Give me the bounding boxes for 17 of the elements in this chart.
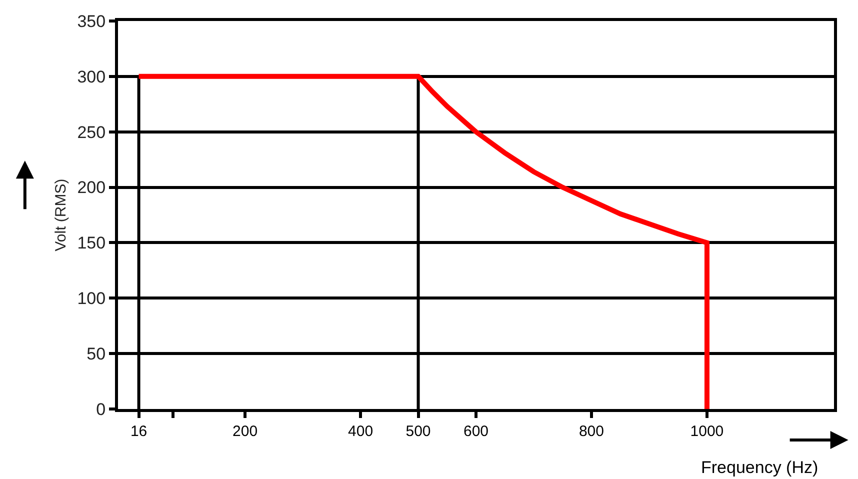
x-tick-label: 500 (406, 423, 431, 440)
x-tick-label: 200 (232, 423, 258, 440)
y-axis-title: Volt (RMS) (52, 178, 70, 252)
x-tick-label: 16 (130, 423, 148, 440)
y-tick-label: 100 (77, 289, 106, 308)
y-tick-label: 50 (86, 344, 106, 364)
y-tick-label: 350 (77, 12, 106, 31)
y-tick-label: 0 (96, 400, 106, 419)
y-tick-label: 150 (77, 234, 106, 253)
y-tick-label: 300 (77, 67, 106, 86)
x-tick-label: 600 (463, 423, 489, 440)
x-axis-title: Frequency (Hz) (701, 458, 818, 477)
x-tick-label: 800 (578, 423, 604, 440)
x-tick-label: 400 (348, 423, 374, 440)
y-tick-label: 200 (77, 178, 106, 198)
x-tick-label: 1000 (690, 423, 724, 440)
y-tick-label: 250 (77, 122, 106, 142)
